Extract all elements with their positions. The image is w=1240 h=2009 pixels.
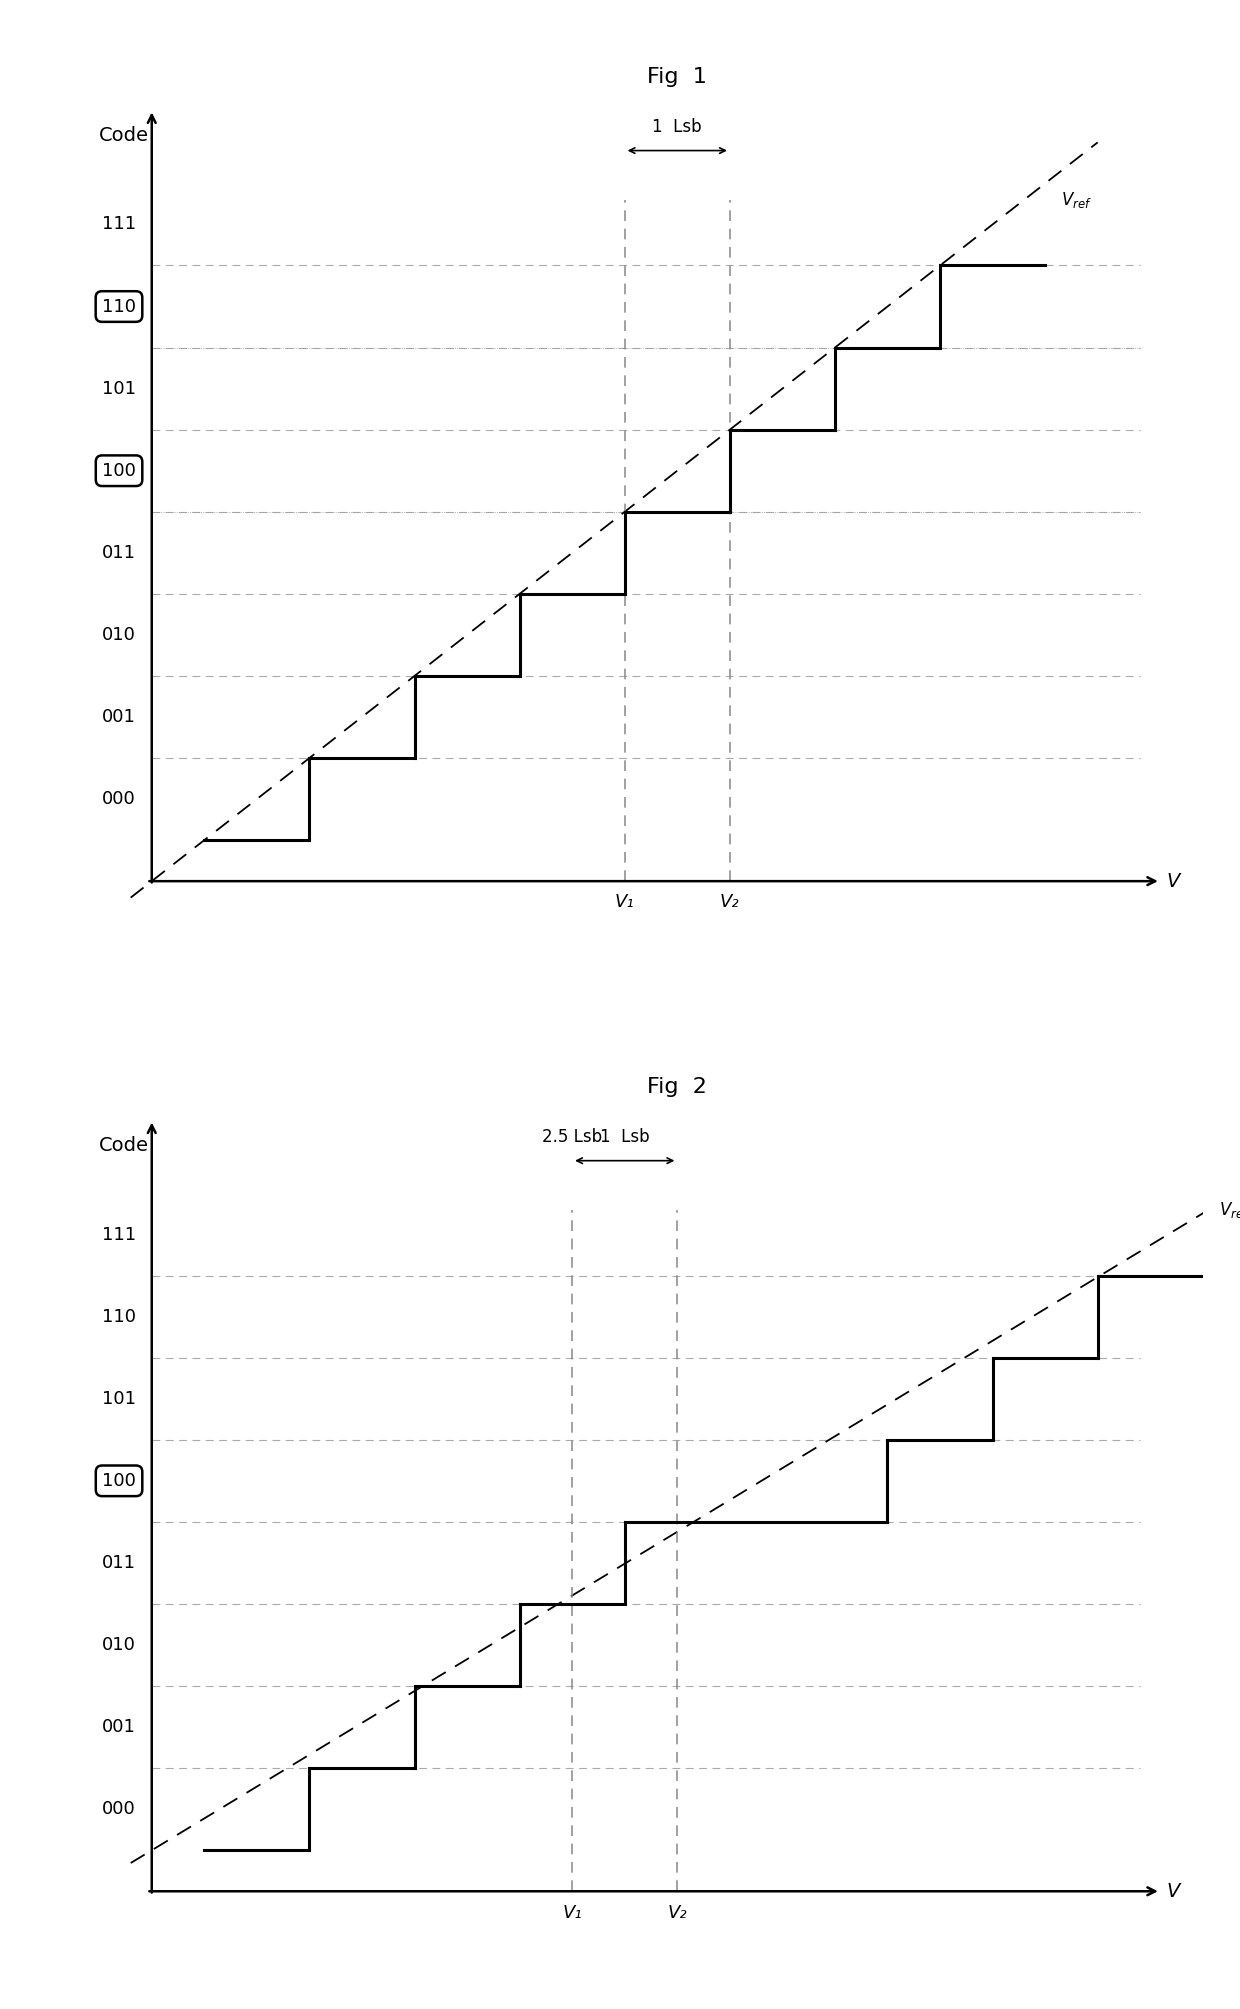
Text: 001: 001 [102,707,136,725]
Text: 110: 110 [102,1308,136,1326]
Text: 110: 110 [102,297,136,315]
Text: V₁: V₁ [615,894,635,912]
Text: Fig  2: Fig 2 [647,1077,707,1097]
Text: 2.5 Lsb: 2.5 Lsb [542,1127,603,1145]
Text: $V_{ref}$: $V_{ref}$ [1219,1199,1240,1219]
Text: 111: 111 [102,215,136,233]
Text: 010: 010 [102,1635,136,1653]
Text: 010: 010 [102,627,136,645]
Text: V₁: V₁ [563,1905,582,1921]
Text: V: V [1166,872,1179,890]
Text: 111: 111 [102,1225,136,1244]
Text: 000: 000 [102,790,136,808]
Text: 1  Lsb: 1 Lsb [652,119,702,137]
Text: 000: 000 [102,1800,136,1818]
Text: 011: 011 [102,1553,136,1571]
Text: V₂: V₂ [720,894,739,912]
Text: Fig  1: Fig 1 [647,66,707,86]
Text: 100: 100 [102,1473,136,1491]
Text: 101: 101 [102,380,136,398]
Text: V: V [1166,1882,1179,1901]
Text: 001: 001 [102,1718,136,1736]
Text: V₂: V₂ [667,1905,687,1921]
Text: 101: 101 [102,1390,136,1408]
Text: $V_{ref}$: $V_{ref}$ [1061,189,1091,209]
Text: 011: 011 [102,544,136,563]
Text: 100: 100 [102,462,136,480]
Text: Code: Code [99,1135,149,1155]
Text: 1  Lsb: 1 Lsb [600,1127,650,1145]
Text: Code: Code [99,127,149,145]
